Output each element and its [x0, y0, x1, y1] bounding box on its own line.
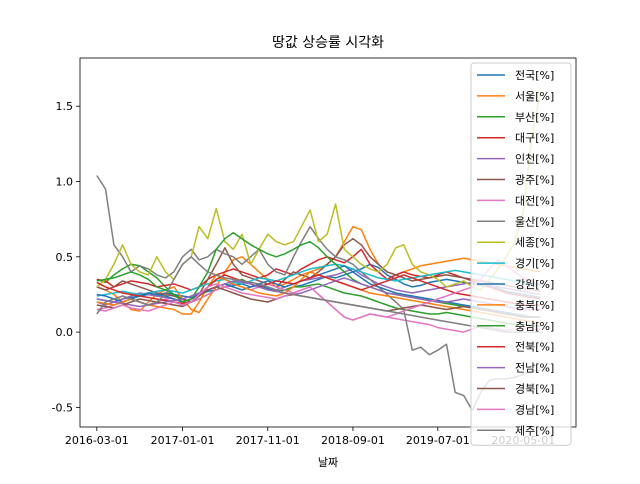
legend-label: 강원[%]: [515, 278, 554, 291]
y-tick-label: 1.0: [56, 176, 74, 189]
x-tick-label: 2017-11-01: [236, 434, 300, 447]
legend-label: 전국[%]: [515, 69, 554, 82]
x-tick-label: 2017-01-01: [151, 434, 215, 447]
legend: 전국[%] 서울[%] 부산[%] 대구[%] 인천[%] 광주[%] 대전[%] 울산[%]…: [470, 62, 572, 446]
x-tick-label: 2019-07-01: [406, 434, 470, 447]
legend-label: 세종[%]: [515, 236, 554, 249]
legend-label: 경북[%]: [515, 383, 554, 396]
legend-label: 광주[%]: [515, 174, 554, 187]
legend-label: 서울[%]: [515, 90, 554, 103]
x-axis-label: 날짜: [318, 456, 338, 469]
series-line-9: [96, 90, 542, 291]
legend-label: 부산[%]: [515, 111, 554, 124]
series-line-3: [96, 263, 541, 327]
chart-title: 땅값 상승률 시각화: [272, 35, 384, 51]
series-line-15: [96, 277, 541, 311]
series-line-8: [96, 175, 541, 412]
legend-label: 전남[%]: [515, 362, 554, 375]
legend-label: 대전[%]: [515, 194, 554, 207]
y-tick-label: -0.5: [52, 401, 73, 414]
y-tick-label: 0.5: [56, 251, 74, 264]
legend-label: 경남[%]: [515, 403, 554, 416]
legend-label: 경기[%]: [515, 257, 554, 270]
x-tick-label: 2016-03-01: [65, 434, 129, 447]
plot-frame: [79, 57, 577, 428]
series-line-18: [96, 256, 541, 333]
series-line-17: [96, 259, 541, 321]
legend-label: 대구[%]: [515, 132, 554, 145]
legend-label: 전북[%]: [515, 341, 554, 354]
legend-label: 제주[%]: [515, 424, 554, 437]
legend-label: 울산[%]: [515, 215, 554, 228]
series-line-2: [96, 225, 541, 314]
legend-label: 충북[%]: [515, 299, 554, 312]
y-tick-label: 0.0: [56, 326, 74, 339]
legend-label: 인천[%]: [515, 152, 554, 166]
series-line-10: [96, 263, 541, 297]
y-tick-label: 1.5: [56, 100, 74, 113]
series-line-6: [96, 237, 541, 303]
legend-label: 충남[%]: [515, 320, 554, 333]
series-layer: [96, 90, 542, 412]
x-tick-label: 2018-09-01: [321, 434, 385, 447]
